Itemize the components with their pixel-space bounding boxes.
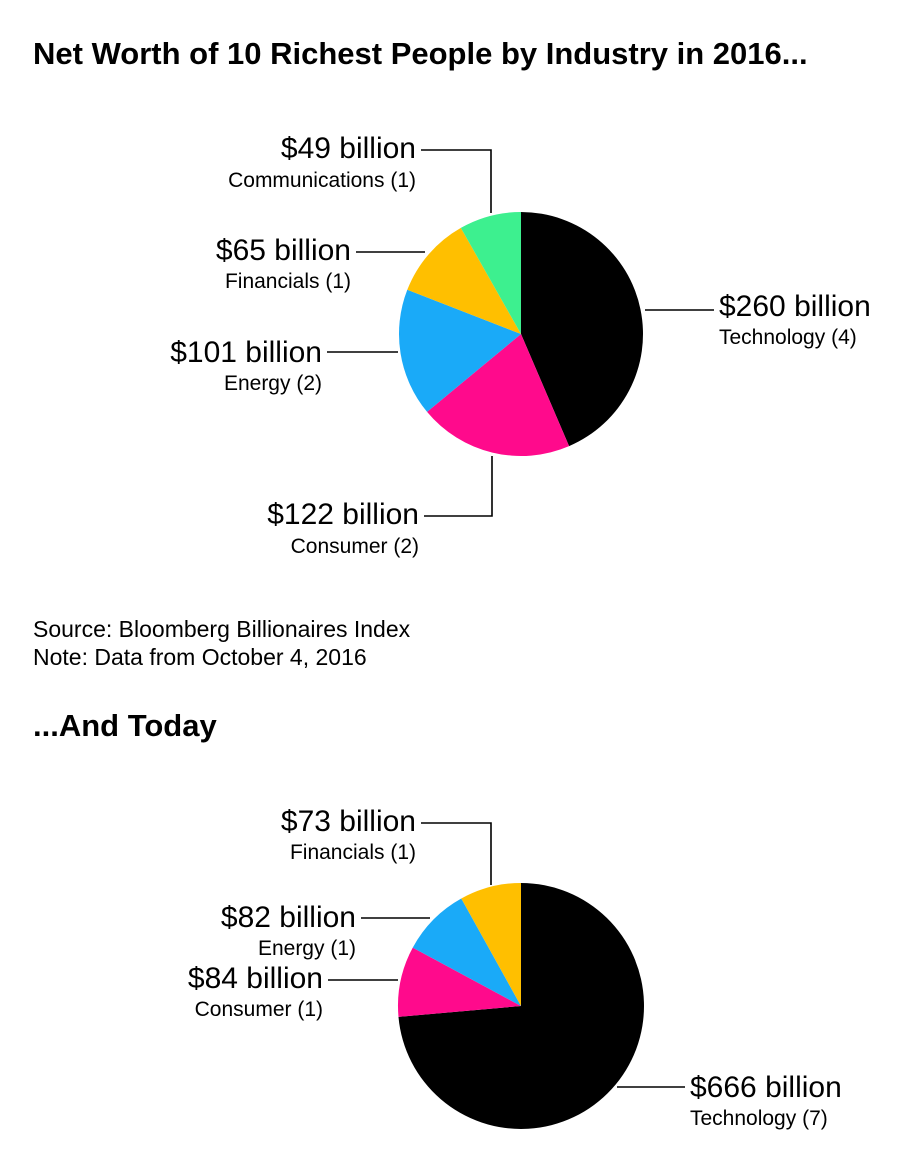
leader-line-financials <box>421 822 492 885</box>
value-label-consumer: $122 billion <box>267 498 419 531</box>
category-label-communications: Communications (1) <box>228 169 416 192</box>
pie-slice-consumer <box>427 334 570 456</box>
pie-slice-technology <box>398 883 645 1129</box>
value-label-financials: $73 billion <box>281 805 416 838</box>
pie-slice-energy <box>398 289 521 412</box>
category-label-financials: Financials (1) <box>290 841 416 864</box>
category-label-energy: Energy (2) <box>224 372 322 395</box>
date-note: Note: Data from October 4, 2016 <box>33 644 367 670</box>
chart-2-title: ...And Today <box>33 708 217 743</box>
category-label-consumer: Consumer (2) <box>291 535 419 558</box>
pie-slice-energy <box>412 898 521 1006</box>
category-label-technology: Technology (4) <box>719 326 857 349</box>
leader-line-consumer <box>424 456 493 517</box>
source-note: Source: Bloomberg Billionaires Index <box>33 616 411 642</box>
leader-line-communications <box>421 149 492 213</box>
value-label-communications: $49 billion <box>281 132 416 165</box>
value-label-technology: $666 billion <box>690 1071 842 1104</box>
pie-slice-consumer <box>398 947 521 1017</box>
pie-slice-communications <box>460 212 521 334</box>
chart-1-title: Net Worth of 10 Richest People by Indust… <box>33 36 808 71</box>
value-label-energy: $82 billion <box>221 901 356 934</box>
pie-chart-2016: $260 billion Technology (4) $122 billion Co… <box>170 132 871 558</box>
category-label-energy: Energy (1) <box>258 937 356 960</box>
category-label-financials: Financials (1) <box>225 270 351 293</box>
category-label-technology: Technology (7) <box>690 1107 828 1130</box>
value-label-energy: $101 billion <box>170 336 322 369</box>
value-label-financials: $65 billion <box>216 234 351 267</box>
pie-slice-financials <box>461 883 521 1006</box>
pie-slice-financials <box>407 227 521 334</box>
value-label-technology: $260 billion <box>719 290 871 323</box>
value-label-consumer: $84 billion <box>188 962 323 995</box>
category-label-consumer: Consumer (1) <box>195 998 323 1021</box>
pie-slice-technology <box>521 212 643 447</box>
